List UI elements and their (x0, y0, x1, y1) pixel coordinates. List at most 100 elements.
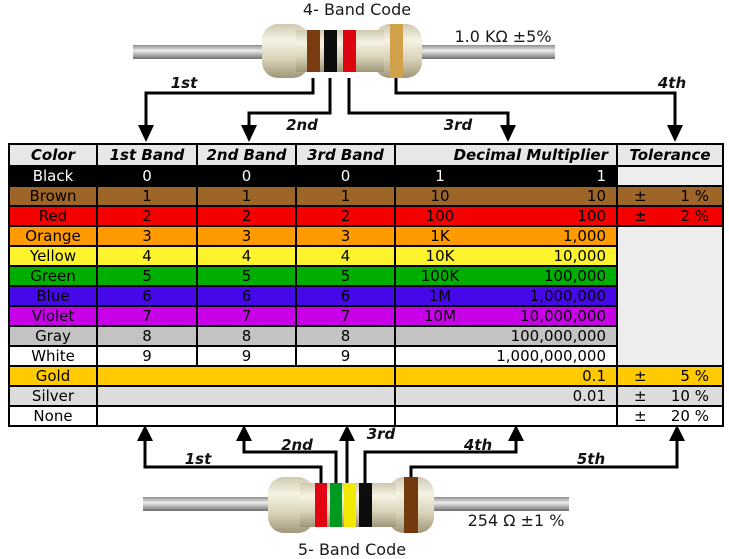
band-cell: 7 (96, 305, 198, 327)
header-2nd-band: 2nd Band (196, 143, 297, 167)
multiplier-long: 1,000 (563, 227, 606, 245)
arrow-label-1st: 1st (185, 450, 212, 468)
multiplier-short: 100K (420, 267, 460, 285)
multiplier-short: 10K (425, 247, 455, 265)
band-cell: 0 (196, 165, 297, 187)
arrow-label-3rd: 3rd (444, 116, 473, 134)
multiplier-cell: 100,000,000 (394, 325, 618, 347)
band-cell: 8 (196, 325, 297, 347)
multiplier-short: 1 (435, 167, 445, 185)
multiplier-short: 10M (423, 307, 457, 325)
tolerance-cell (616, 165, 724, 187)
band-cell: 0 (295, 165, 396, 187)
multiplier-cell: 10K 10,000 (394, 245, 618, 267)
arrow-2nd (242, 440, 338, 483)
band-2-green (330, 483, 342, 527)
arrow-4th-head (667, 125, 683, 142)
tolerance-value: 20 % (670, 407, 709, 425)
arrow-label-2nd: 2nd (286, 116, 318, 134)
color-cell: Yellow (8, 245, 98, 267)
four-band-resistor-diagram: 4- Band Code 1.0 KΩ ±5% 1st 2nd 3rd 4th (133, 0, 686, 142)
multiplier-long: 10,000 (553, 247, 607, 265)
multiplier-long: 1,000,000 (529, 287, 606, 305)
table-row-blue: Blue 6 6 6 1M 1,000,000 (8, 285, 723, 307)
multiplier-cell: 1,000,000,000 (394, 345, 618, 367)
arrow-4th (394, 78, 677, 126)
band-cell: 8 (96, 325, 198, 347)
arrow-1st-head (138, 125, 154, 142)
band-cell: 3 (196, 225, 297, 247)
band-cell: 1 (196, 185, 297, 207)
band-3-yellow (344, 483, 356, 527)
arrow-1st (143, 440, 323, 483)
color-cell: Violet (8, 305, 98, 327)
color-cell: Gray (8, 325, 98, 347)
tolerance-sign: ± (634, 407, 647, 425)
multiplier-long: 10,000,000 (520, 307, 606, 325)
band-cell: 1 (295, 185, 396, 207)
header-color: Color (8, 143, 98, 167)
color-cell: Blue (8, 285, 98, 307)
multiplier-cell: 1M 1,000,000 (394, 285, 618, 307)
band-cell: 5 (295, 265, 396, 287)
multiplier-cell: 10 10 (394, 185, 618, 207)
five-band-value-label: 254 Ω ±1 % (468, 511, 565, 530)
multiplier-long: 10 (586, 187, 606, 205)
tolerance-cell: ±2 % (616, 205, 724, 227)
band-cell: 6 (295, 285, 396, 307)
table-row-red: Red 2 2 2 100 100 ±2 % (8, 205, 724, 227)
tolerance-value: 5 % (680, 367, 709, 385)
multiplier-cell: 100 100 (394, 205, 618, 227)
tolerance-sign: ± (634, 187, 647, 205)
multiplier-short: 1K (430, 227, 450, 245)
arrow-2nd-head (241, 125, 257, 142)
band-cell: 3 (96, 225, 198, 247)
band-cell: 5 (196, 265, 297, 287)
five-band-resistor-diagram: 1st 2nd 3rd 4th 5th 254 Ω ±1 % 5- Band C… (137, 425, 685, 559)
arrow-label-5th: 5th (577, 450, 605, 468)
band-2-black (324, 30, 337, 72)
header-tolerance: Tolerance (616, 143, 724, 167)
band-3-red (343, 30, 356, 72)
table-row-none: None ±20 % (8, 405, 724, 427)
band-cell: 7 (196, 305, 297, 327)
four-band-value-label: 1.0 KΩ ±5% (454, 27, 551, 46)
arrow-3rd (347, 78, 510, 126)
band-cell: 1 (96, 185, 198, 207)
color-code-table-wrap: Color 1st Band 2nd Band 3rd Band Decimal… (8, 143, 724, 427)
arrow-2nd-head (236, 425, 252, 441)
color-code-table: Color 1st Band 2nd Band 3rd Band Decimal… (8, 143, 724, 427)
bands-merged-cell (96, 405, 396, 427)
arrow-label-2nd: 2nd (281, 436, 313, 454)
multiplier-long: 1,000,000,000 (496, 347, 606, 365)
multiplier-cell (394, 405, 618, 427)
multiplier-cell: 0.1 (394, 365, 618, 387)
band-cell: 2 (295, 205, 396, 227)
arrow-5th-head (669, 425, 685, 441)
color-cell: Black (8, 165, 98, 187)
band-5-brown (404, 477, 418, 533)
five-band-title: 5- Band Code (298, 540, 406, 559)
band-cell: 0 (96, 165, 198, 187)
tolerance-cell: ±5 % (616, 365, 724, 387)
color-cell: Red (8, 205, 98, 227)
table-row-green: Green 5 5 5 100K 100,000 (8, 265, 723, 287)
multiplier-cell: 0.01 (394, 385, 618, 407)
tolerance-value: 1 % (680, 187, 709, 205)
color-cell: Green (8, 265, 98, 287)
band-1-red (315, 483, 327, 527)
band-cell: 6 (196, 285, 297, 307)
arrow-label-4th: 4th (463, 436, 492, 454)
table-row-orange: Orange 3 3 3 1K 1,000 (8, 225, 724, 367)
arrow-3rd-head (500, 125, 516, 142)
multiplier-short: 100 (425, 207, 455, 225)
multiplier-long: 100 (577, 207, 606, 225)
table-row-yellow: Yellow 4 4 4 10K 10,000 (8, 245, 723, 267)
band-cell: 6 (96, 285, 198, 307)
arrow-5th (409, 440, 679, 479)
tolerance-cell: ±1 % (616, 185, 724, 207)
table-header-row: Color 1st Band 2nd Band 3rd Band Decimal… (8, 143, 724, 167)
tolerance-sign: ± (634, 367, 647, 385)
multiplier-cell: 1K 1,000 (394, 225, 618, 247)
